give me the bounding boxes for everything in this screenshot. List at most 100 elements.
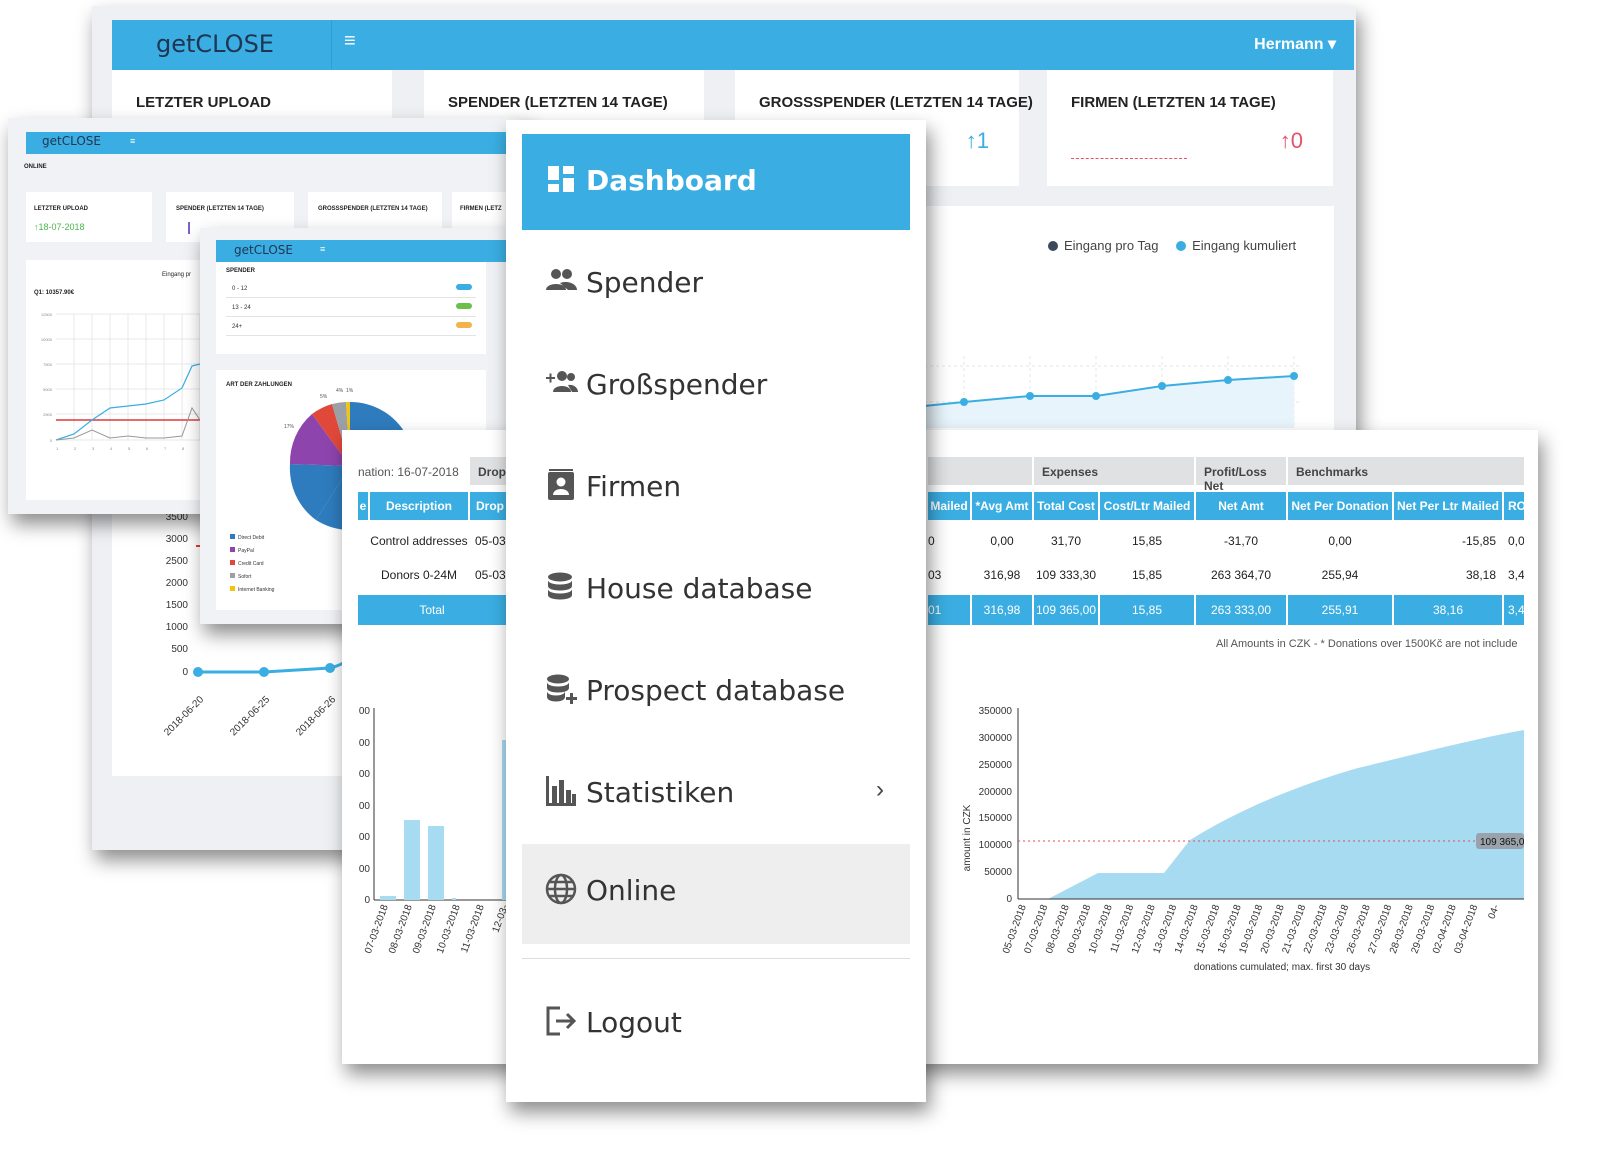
users-icon: [546, 269, 577, 290]
table-cell: Donors 0-24M: [380, 568, 458, 582]
y-tick: 100000: [979, 840, 1013, 851]
stat-card-firmen: FIRMEN (LETZTEN 14 TAGE) ↑0: [1047, 70, 1333, 186]
y-tick: 00: [359, 706, 371, 717]
x-tick: 10-03-2018: [435, 903, 463, 955]
column-header[interactable]: Net Amt: [1196, 492, 1286, 520]
y-tick: 500: [171, 644, 188, 655]
column-header[interactable]: Description: [370, 492, 468, 520]
sidebar-item-label: Spender: [586, 266, 704, 299]
column-header[interactable]: Total Cost: [1034, 492, 1098, 520]
app-logo: getCLOSE: [42, 134, 101, 148]
table-cell: 316,98: [983, 568, 1021, 582]
stat-card-title: LETZTER UPLOAD: [34, 206, 88, 212]
total-cell: 01: [928, 595, 970, 625]
sidebar-item-grossspender[interactable]: Großspender: [522, 338, 910, 434]
y-tick: 0: [50, 438, 53, 443]
group-label: Benchmarks: [1296, 465, 1369, 479]
bar: [380, 896, 396, 900]
column-group-header: Dropp: [470, 457, 513, 485]
amounts-footnote: All Amounts in CZK - * Donations over 15…: [1216, 638, 1518, 650]
sidebar-item-firmen[interactable]: Firmen: [522, 440, 910, 536]
bar-chart: 00 00 00 00 00 00 0 07-03-2018 08-03-201…: [359, 706, 516, 955]
group-label: Profit/Loss Net: [1204, 465, 1267, 493]
globe-icon: [545, 873, 577, 905]
bar-chart-icon: [546, 776, 576, 806]
total-cell: 263 333,00: [1196, 595, 1286, 625]
sidebar-item-prospect-database[interactable]: Prospect database: [522, 644, 910, 740]
column-header[interactable]: Net Per Ltr Mailed: [1394, 492, 1502, 520]
x-axis-label: donations cumulated; max. first 30 days: [1194, 962, 1370, 973]
y-tick: 10000: [41, 337, 53, 342]
table-cell: 109 333,30: [1035, 568, 1097, 582]
column-header[interactable]: e: [358, 492, 368, 520]
cumulative-line: [198, 641, 364, 674]
y-tick: 00: [359, 864, 371, 875]
table-cell: 0,00: [990, 534, 1014, 548]
column-group-header: Expenses: [1034, 457, 1194, 485]
sidebar-item-spender[interactable]: Spender: [522, 236, 910, 332]
reference-badge: [1476, 833, 1524, 849]
table-cell: 05-03-: [475, 568, 506, 582]
column-header[interactable]: RO: [1504, 492, 1524, 520]
bar: [452, 898, 456, 900]
stat-card-title: SPENDER (LETZTEN 14 TAGE): [448, 94, 668, 111]
y-tick: 250000: [979, 760, 1013, 771]
total-cell: 255,91: [1288, 595, 1392, 625]
column-group-header: Benchmarks: [1288, 457, 1524, 485]
hamburger-icon: ≡: [320, 244, 326, 254]
column-header[interactable]: Drop: [470, 492, 506, 520]
stat-card-title: GROSSSPENDER (LETZTEN 14 TAGE): [318, 206, 428, 212]
y-tick: 1500: [166, 600, 189, 611]
sidebar-item-label: Großspender: [586, 368, 768, 401]
x-tick: 3: [92, 446, 95, 451]
pie-label: 5%: [320, 394, 328, 400]
stat-card-value: ↑0: [1279, 128, 1303, 153]
table-cell: 3,4: [1508, 568, 1524, 582]
stat-card: LETZTER UPLOAD ↑18-07-2018: [26, 192, 152, 242]
y-tick: 200000: [979, 787, 1013, 798]
user-menu[interactable]: Hermann ▾: [1254, 36, 1336, 53]
cumulative-area-chart: 350000 300000 250000 200000 150000 10000…: [962, 706, 1525, 973]
table-cell: 31,70: [1050, 534, 1082, 548]
column-header[interactable]: Net Per Donation: [1288, 492, 1392, 520]
x-tick: 11-03-2018: [459, 903, 487, 955]
campaign-date: nation: 16-07-2018: [358, 465, 459, 479]
stat-card-title: LETZTER UPLOAD: [136, 94, 271, 111]
total-cell: 3,4: [1504, 595, 1524, 625]
y-tick: 00: [359, 738, 371, 749]
hamburger-icon[interactable]: ≡: [344, 30, 356, 52]
sidebar-item-dashboard[interactable]: Dashboard: [522, 134, 910, 230]
legend-label: Eingang pro Tag: [1064, 238, 1159, 253]
chart-points: [960, 372, 1298, 406]
sidebar-item-logout[interactable]: Logout: [522, 976, 910, 1072]
top-navbar: getCLOSE ≡ Hermann ▾: [112, 20, 1354, 70]
legend-label: Direct Debit: [238, 535, 265, 541]
spender-card: SPENDER: [216, 262, 486, 354]
y-tick: 00: [359, 769, 371, 780]
list-item: 13 - 24: [226, 299, 476, 317]
chart-summary: Q1: 10357.90€: [34, 290, 75, 296]
sidebar-item-statistiken[interactable]: Statistiken ›: [522, 746, 910, 842]
bar: [404, 820, 420, 900]
sidebar-item-house-database[interactable]: House database: [522, 542, 910, 638]
y-tick: 0: [364, 895, 370, 906]
column-header[interactable]: *Avg Amt: [972, 492, 1032, 520]
stat-card-value: ↑1: [965, 128, 989, 153]
stat-card-title: FIRMEN (LETZTEN 14 TAGE): [1071, 94, 1276, 111]
sidebar-item-online[interactable]: Online: [522, 844, 910, 944]
y-tick: 2500: [166, 556, 189, 567]
x-tick: 5: [128, 446, 131, 451]
y-axis-label: amount in CZK: [962, 804, 973, 871]
app-logo: getCLOSE: [156, 30, 274, 58]
group-label: Expenses: [1042, 465, 1099, 479]
x-tick: 04-: [1487, 903, 1502, 920]
list-item: 0 - 12: [226, 280, 476, 298]
x-tick: 6: [146, 446, 149, 451]
column-header[interactable]: Cost/Ltr Mailed: [1100, 492, 1194, 520]
column-header[interactable]: Mailed: [928, 492, 970, 520]
chevron-right-icon: ›: [876, 776, 884, 803]
legend-label: Internet Banking: [238, 587, 275, 593]
stat-card-title: GROSSSPENDER (LETZTEN 14 TAGE): [759, 94, 1033, 111]
dashboard-icon: [548, 166, 574, 192]
chart-legend: Eingang pro Tag Eingang kumuliert: [1048, 238, 1296, 253]
